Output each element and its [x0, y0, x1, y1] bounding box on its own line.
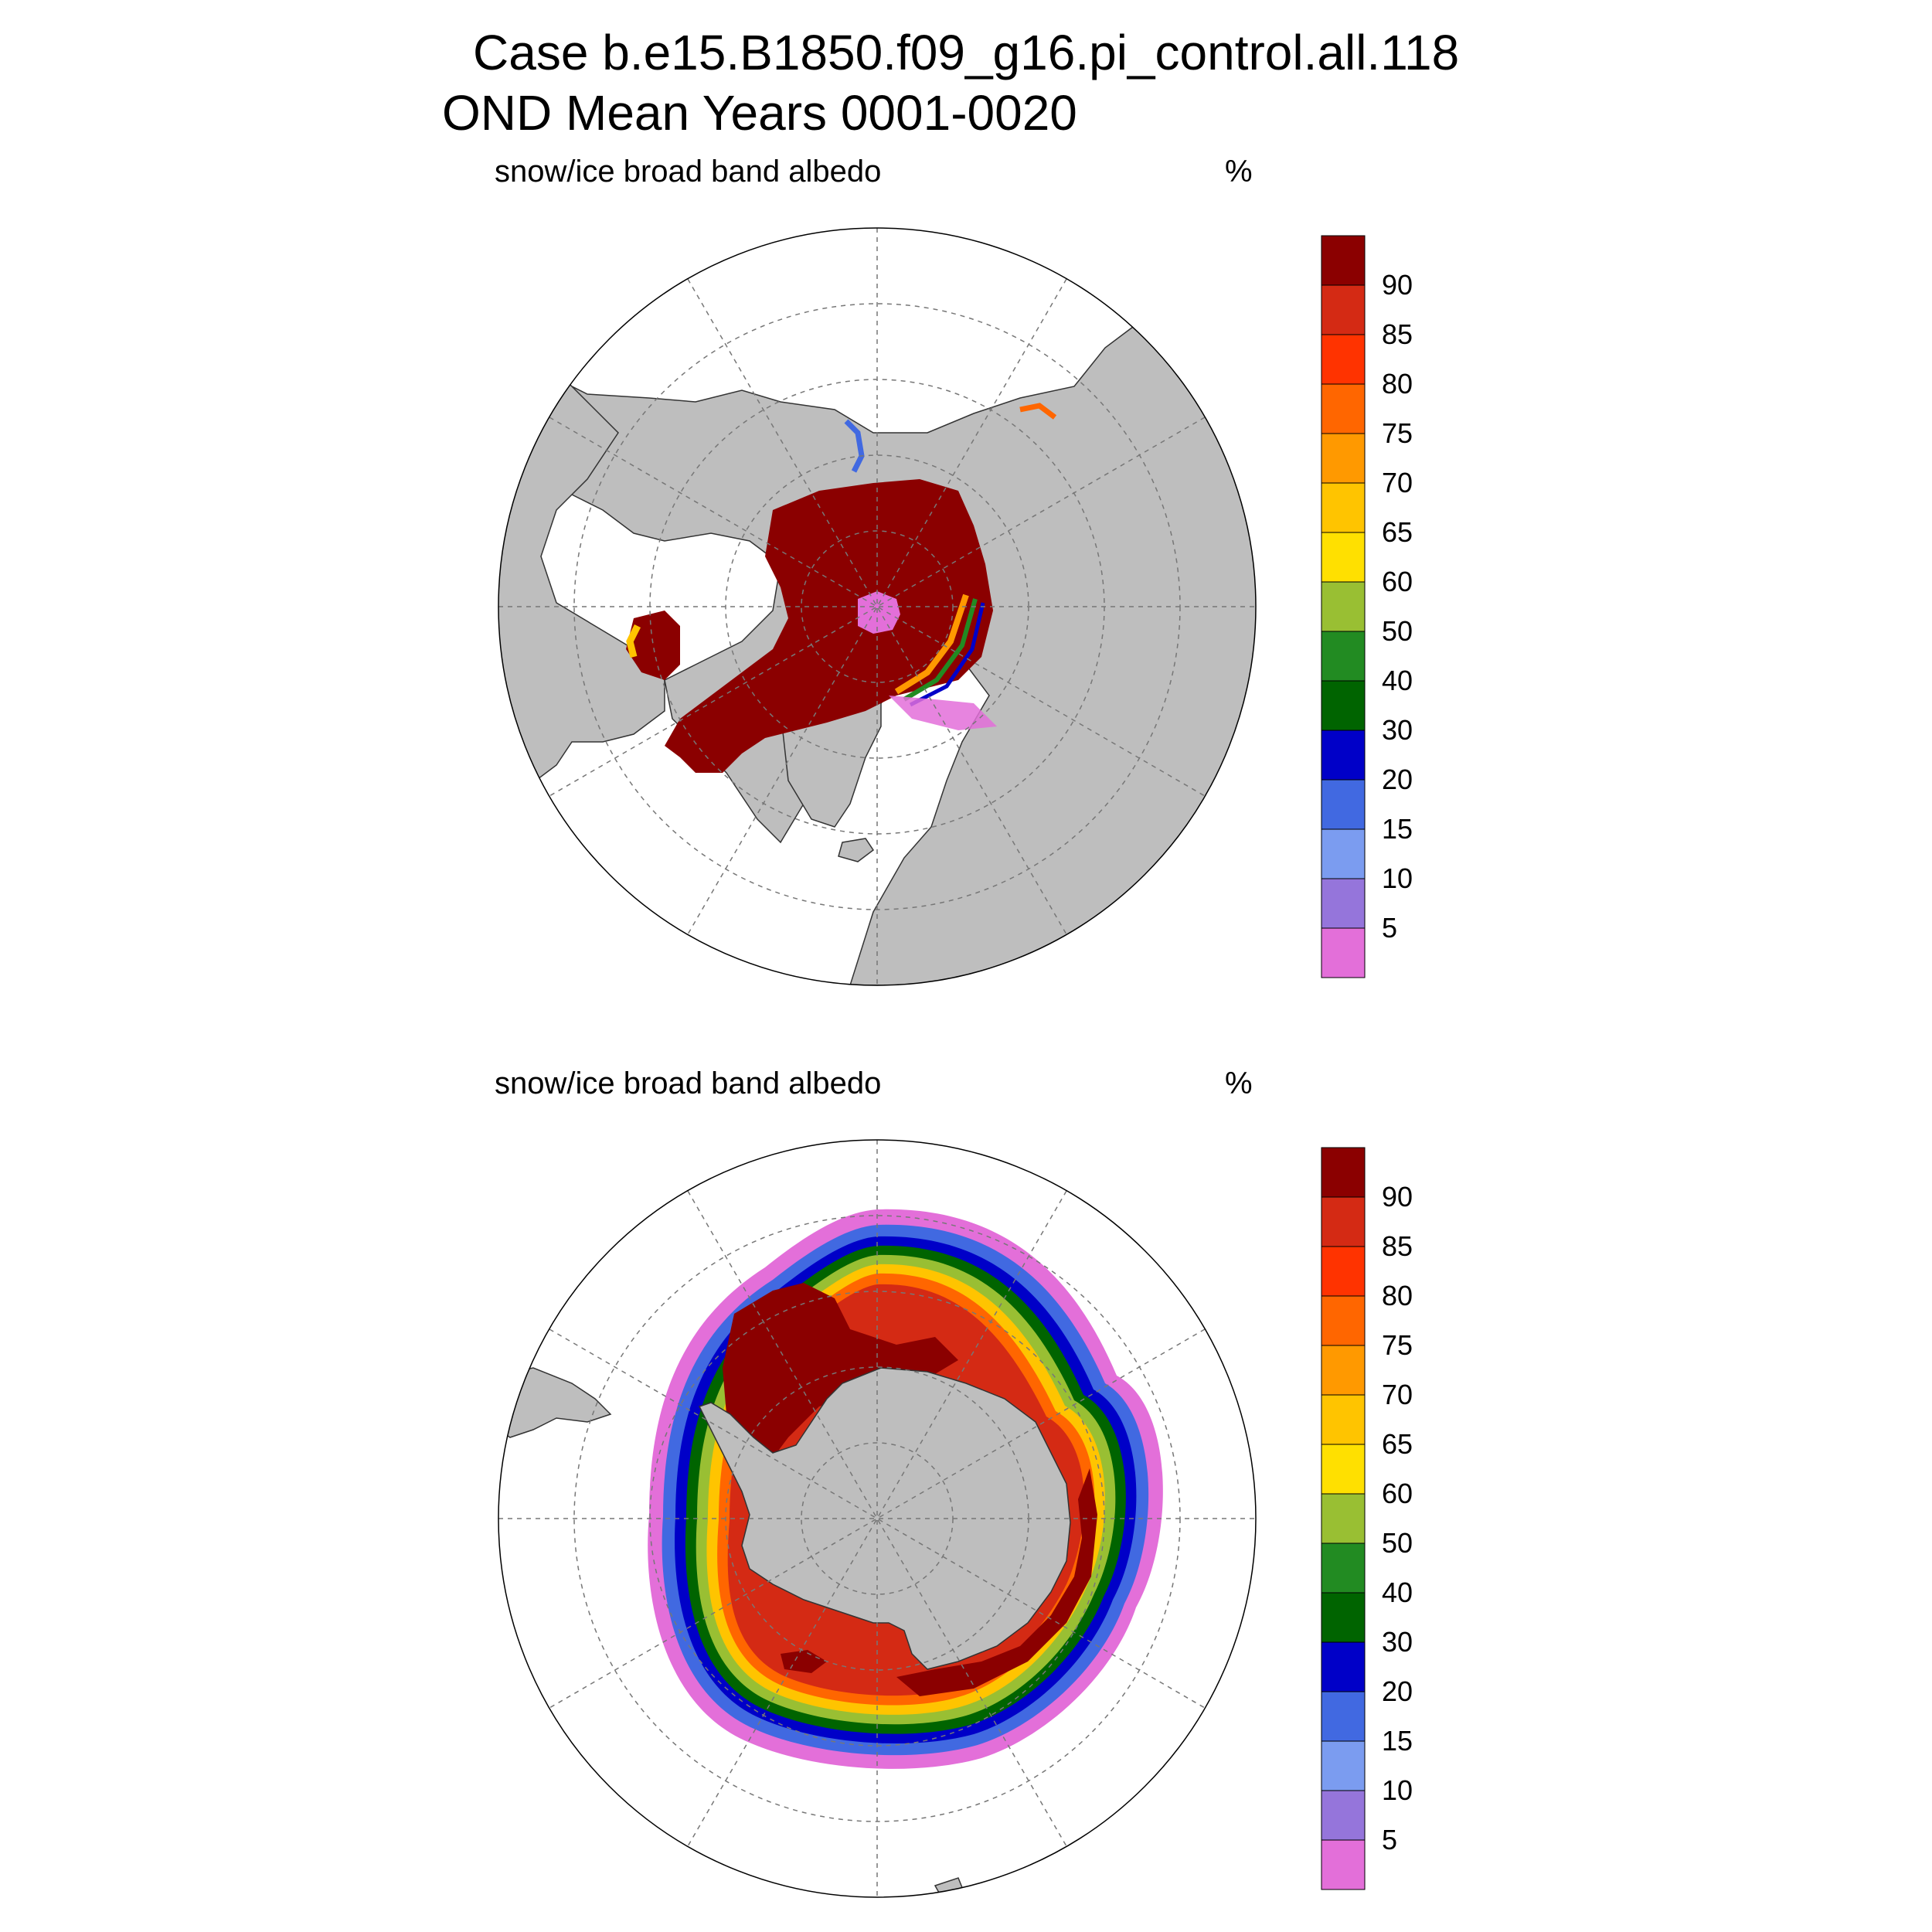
- north-colorbar-box: [1321, 828, 1366, 879]
- north-ice-edge-bering: [844, 419, 865, 473]
- south-map-boundary: [498, 1139, 1257, 1898]
- south-colorbar-tick-label: 85: [1382, 1230, 1413, 1262]
- south-colorbar-box: [1321, 1641, 1366, 1692]
- north-colorbar-box: [1321, 680, 1366, 731]
- south-colorbar-tick-label: 60: [1382, 1478, 1413, 1509]
- north-units-label: %: [1225, 155, 1253, 189]
- south-colorbar-tick-label: 90: [1382, 1181, 1413, 1213]
- north-polar-map: [498, 227, 1257, 986]
- north-colorbar-box: [1321, 383, 1366, 434]
- north-colorbar-box: [1321, 532, 1366, 583]
- south-colorbar-tick-label: 40: [1382, 1577, 1413, 1608]
- north-land-north-america: [498, 347, 665, 812]
- south-colorbar-box: [1321, 1691, 1366, 1742]
- north-colorbar-tick-label: 50: [1382, 615, 1413, 647]
- south-colorbar-tick-label: 10: [1382, 1774, 1413, 1806]
- south-colorbar-box: [1321, 1444, 1366, 1495]
- north-variable-label: snow/ice broad band albedo: [495, 155, 881, 189]
- north-colorbar-tick-label: 70: [1382, 467, 1413, 498]
- south-colorbar-box: [1321, 1147, 1366, 1198]
- north-ice-edge-atlantic: [894, 594, 969, 695]
- south-ice-core-amundsen: [781, 1650, 827, 1673]
- south-colorbar-tick-label: 50: [1382, 1527, 1413, 1559]
- north-colorbar-box: [1321, 433, 1366, 484]
- south-colorbar-tick-label: 75: [1382, 1329, 1413, 1361]
- north-ice-edge-atlantic-blue: [909, 602, 985, 707]
- title-line-1: Case b.e15.B1850.f09_g16.pi_control.all.…: [473, 25, 1459, 80]
- south-colorbar-box: [1321, 1295, 1366, 1346]
- north-colorbar-tick-label: 5: [1382, 912, 1397, 944]
- north-sea-ice-pack: [665, 479, 993, 773]
- north-colorbar-tick-label: 20: [1382, 764, 1413, 795]
- south-colorbar-box: [1321, 1543, 1366, 1594]
- north-ice-edge-barents: [889, 696, 997, 730]
- north-ice-edge-labrador: [626, 624, 641, 658]
- north-colorbar-box: [1321, 235, 1366, 286]
- south-ice-core-ross: [896, 1468, 1097, 1696]
- north-colorbar-tick-label: 90: [1382, 269, 1413, 301]
- north-colorbar: 5 10 15 20 30 40 50 60 65 70 75 80 85 90: [1321, 235, 1413, 978]
- north-colorbar-tick-label: 40: [1382, 665, 1413, 696]
- south-colorbar-box: [1321, 1592, 1366, 1643]
- south-ice-core-weddell: [723, 1283, 958, 1468]
- north-colorbar-box: [1321, 581, 1366, 632]
- south-colorbar-tick-label: 20: [1382, 1675, 1413, 1707]
- north-colorbar-tick-label: 60: [1382, 566, 1413, 597]
- north-ice-edge-okhotsk: [1019, 403, 1057, 420]
- north-colorbar-box: [1321, 779, 1366, 830]
- north-colorbar-tick-label: 80: [1382, 368, 1413, 400]
- south-colorbar-box: [1321, 1839, 1366, 1890]
- south-colorbar-tick-label: 70: [1382, 1379, 1413, 1410]
- south-colorbar-box: [1321, 1246, 1366, 1297]
- south-graticule: [498, 1140, 1256, 1897]
- north-graticule: [498, 228, 1256, 985]
- south-colorbar-tick-label: 15: [1382, 1725, 1413, 1757]
- north-colorbar-tick-label: 10: [1382, 862, 1413, 894]
- north-colorbar-box: [1321, 482, 1366, 533]
- north-colorbar-box: [1321, 927, 1366, 978]
- south-polar-map: [498, 1139, 1257, 1898]
- north-ice-edge-atlantic-green: [903, 598, 978, 702]
- south-colorbar-tick-label: 65: [1382, 1428, 1413, 1460]
- south-units-label: %: [1225, 1066, 1253, 1100]
- south-colorbar-box: [1321, 1394, 1366, 1445]
- south-land-antarctica: [698, 1367, 1071, 1670]
- north-colorbar-box: [1321, 631, 1366, 682]
- south-colorbar: 5 10 15 20 30 40 50 60 65 70 75 80 85 90: [1321, 1147, 1413, 1890]
- south-colorbar-tick-label: 80: [1382, 1280, 1413, 1311]
- north-colorbar-box: [1321, 878, 1366, 929]
- south-colorbar-tick-label: 30: [1382, 1626, 1413, 1658]
- north-colorbar-tick-label: 15: [1382, 813, 1413, 845]
- north-land-iceland: [838, 838, 875, 862]
- north-colorbar-box: [1321, 730, 1366, 781]
- north-colorbar-tick-label: 75: [1382, 417, 1413, 449]
- north-colorbar-box: [1321, 334, 1366, 385]
- north-colorbar-tick-label: 30: [1382, 714, 1413, 746]
- south-colorbar-box: [1321, 1790, 1366, 1841]
- north-map-boundary: [498, 227, 1257, 986]
- south-variable-label: snow/ice broad band albedo: [495, 1066, 881, 1100]
- south-colorbar-box: [1321, 1740, 1366, 1791]
- north-sea-ice-pole-hole: [858, 591, 900, 634]
- north-colorbar-box: [1321, 284, 1366, 335]
- south-colorbar-box: [1321, 1196, 1366, 1247]
- south-colorbar-box: [1321, 1345, 1366, 1396]
- north-colorbar-tick-label: 65: [1382, 516, 1413, 548]
- south-colorbar-box: [1321, 1493, 1366, 1544]
- title-line-2: OND Mean Years 0001-0020: [442, 85, 1077, 141]
- south-colorbar-tick-label: 5: [1382, 1824, 1397, 1855]
- north-colorbar-tick-label: 85: [1382, 318, 1413, 350]
